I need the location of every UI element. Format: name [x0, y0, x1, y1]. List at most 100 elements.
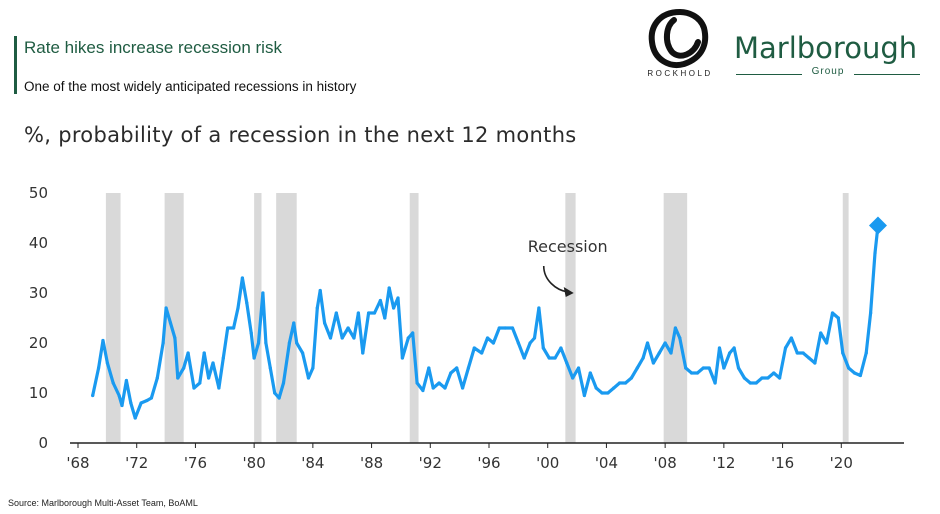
title-accent-bar	[14, 36, 17, 94]
data-point	[455, 366, 459, 370]
data-point	[117, 393, 121, 398]
data-point	[873, 251, 877, 255]
annotation-arrowhead	[563, 287, 574, 297]
data-point	[437, 381, 441, 385]
data-point	[120, 403, 124, 408]
data-point	[226, 326, 230, 330]
data-point	[249, 331, 253, 335]
data-point	[261, 291, 265, 295]
recession-band	[276, 193, 297, 443]
data-point	[287, 341, 291, 345]
data-point	[129, 401, 133, 405]
data-point	[281, 381, 286, 385]
annotation-label: Recession	[528, 237, 608, 256]
data-point	[657, 351, 661, 355]
data-point	[789, 336, 793, 340]
data-point	[427, 366, 431, 370]
data-point	[111, 381, 115, 385]
data-point	[352, 336, 356, 340]
data-point	[415, 381, 419, 385]
data-point	[400, 356, 404, 360]
data-point	[532, 336, 537, 340]
data-point	[168, 321, 173, 325]
x-tick-label: '08	[654, 454, 677, 472]
data-point	[778, 376, 782, 380]
data-point	[645, 341, 650, 345]
data-point	[673, 326, 678, 330]
data-point	[537, 306, 541, 310]
data-point	[732, 346, 736, 350]
y-tick-label: 50	[29, 184, 48, 202]
data-point	[236, 306, 240, 310]
data-point	[268, 366, 272, 370]
data-point	[231, 326, 236, 330]
data-point	[582, 393, 587, 398]
data-point	[503, 326, 507, 330]
data-point	[155, 376, 159, 380]
data-point	[641, 356, 645, 360]
data-point	[472, 346, 476, 350]
data-point	[651, 361, 656, 365]
data-point	[273, 391, 277, 395]
x-tick-label: '20	[830, 454, 853, 472]
x-axis-ticks: '68 '72 '76 '80 '84 '88 '92 '96 '00 '04 '08 '12 '16 '…	[66, 443, 853, 472]
data-point	[161, 341, 165, 345]
data-point	[449, 371, 453, 375]
x-tick-label: '16	[771, 454, 794, 472]
x-tick-label: '76	[184, 454, 207, 472]
data-point	[594, 386, 598, 390]
data-point	[684, 366, 688, 370]
data-point	[830, 311, 835, 315]
data-point	[323, 321, 327, 325]
data-point	[629, 376, 633, 380]
x-tick-label: '80	[243, 454, 266, 472]
data-point	[149, 396, 153, 400]
data-point	[701, 366, 705, 370]
y-tick-label: 0	[38, 434, 48, 452]
data-point	[186, 351, 190, 355]
x-tick-label: '92	[419, 454, 442, 472]
data-point	[387, 286, 391, 290]
chart-title: %, probability of a recession in the nex…	[24, 123, 577, 147]
y-tick-label: 20	[29, 334, 48, 352]
data-point	[669, 351, 673, 355]
data-point	[334, 311, 338, 315]
data-point	[510, 326, 515, 330]
data-point	[101, 338, 105, 343]
data-point	[421, 388, 425, 393]
data-point	[588, 371, 592, 375]
data-point	[396, 296, 400, 300]
data-point	[728, 351, 732, 355]
data-point	[192, 386, 196, 390]
y-axis-ticks: 0 10 20 30 40 50	[29, 184, 48, 452]
data-point	[717, 346, 722, 350]
data-point	[847, 366, 851, 370]
series-points	[91, 216, 887, 420]
data-point	[391, 306, 396, 310]
data-point	[378, 298, 382, 303]
data-point	[164, 306, 168, 310]
data-point	[760, 376, 764, 380]
data-point	[612, 386, 616, 390]
data-point	[522, 356, 526, 360]
data-point	[541, 346, 545, 350]
data-point	[571, 376, 575, 380]
data-point	[264, 341, 268, 345]
source-note: Source: Marlborough Multi-Asset Team, Bo…	[8, 498, 198, 508]
data-point	[742, 376, 747, 380]
recession-annotation: Recession	[528, 237, 608, 297]
x-tick-label: '12	[712, 454, 735, 472]
y-tick-label: 30	[29, 284, 48, 302]
recession-band	[164, 193, 184, 443]
data-point	[748, 381, 752, 385]
data-point	[105, 361, 109, 365]
page-title: Rate hikes increase recession risk	[24, 38, 282, 57]
data-point	[176, 376, 180, 380]
data-point	[211, 361, 215, 365]
data-point	[318, 288, 322, 293]
data-point	[96, 366, 101, 370]
x-tick-label: '68	[66, 454, 89, 472]
data-point	[635, 366, 639, 370]
data-point	[133, 416, 137, 420]
